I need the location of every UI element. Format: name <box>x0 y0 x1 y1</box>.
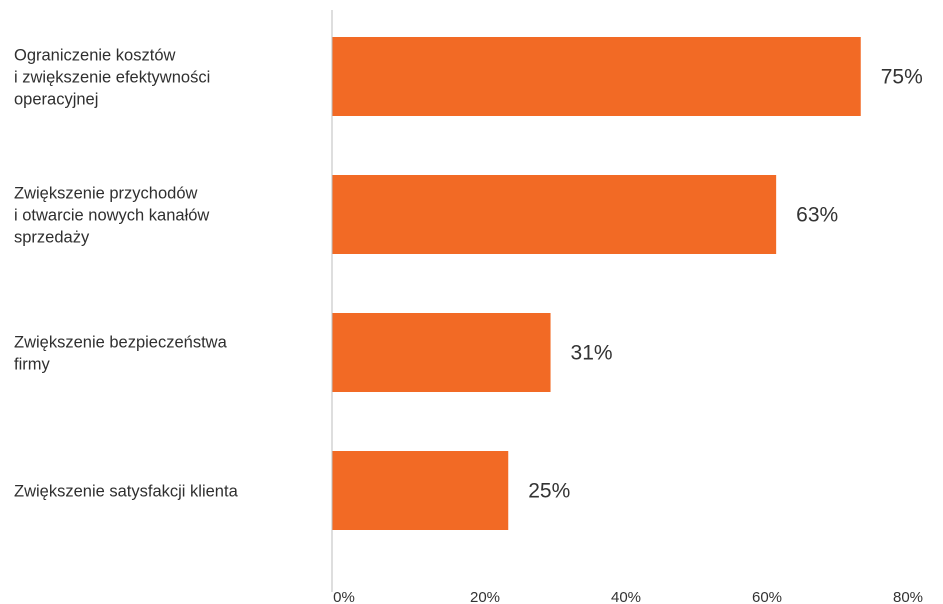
bar-value-label: 31% <box>571 342 613 365</box>
category-label-line: i otwarcie nowych kanałów <box>14 207 209 225</box>
category-label-line: sprzedaży <box>14 229 90 247</box>
category-label-line: firmy <box>14 356 50 374</box>
bars-group <box>332 37 861 530</box>
category-label-line: Zwiększenie bezpieczeństwa <box>14 334 228 352</box>
bar <box>332 451 509 530</box>
x-axis-ticks-group: 0% 20% 40% 60% 80% <box>333 589 923 604</box>
category-label-line: Zwiększenie satysfakcji klienta <box>14 483 239 501</box>
value-labels-group: 75% 63% 31% 25% <box>528 66 923 503</box>
x-tick-label: 0% <box>333 589 355 604</box>
bar <box>332 37 861 116</box>
category-label-line: Ograniczenie kosztów <box>14 47 175 65</box>
bar-value-label: 75% <box>881 66 923 89</box>
bar-value-label: 63% <box>796 204 838 227</box>
category-label-line: i zwiększenie efektywności <box>14 69 210 87</box>
x-tick-label: 40% <box>611 589 641 604</box>
category-label: Zwiększenie przychodów i otwarcie nowych … <box>14 185 209 247</box>
bar-value-label: 25% <box>528 480 570 503</box>
category-labels-group: Ograniczenie kosztów i zwiększenie efekty… <box>14 47 239 501</box>
category-label-line: Zwiększenie przychodów <box>14 185 197 203</box>
bar <box>332 313 551 392</box>
x-tick-label: 80% <box>893 589 923 604</box>
category-label: Ograniczenie kosztów i zwiększenie efekty… <box>14 47 210 109</box>
category-label: Zwiększenie satysfakcji klienta <box>14 483 239 501</box>
x-tick-label: 60% <box>752 589 782 604</box>
category-label: Zwiększenie bezpieczeństwa firmy <box>14 334 228 374</box>
x-tick-label: 20% <box>470 589 500 604</box>
category-label-line: operacyjnej <box>14 91 98 109</box>
bar <box>332 175 777 254</box>
